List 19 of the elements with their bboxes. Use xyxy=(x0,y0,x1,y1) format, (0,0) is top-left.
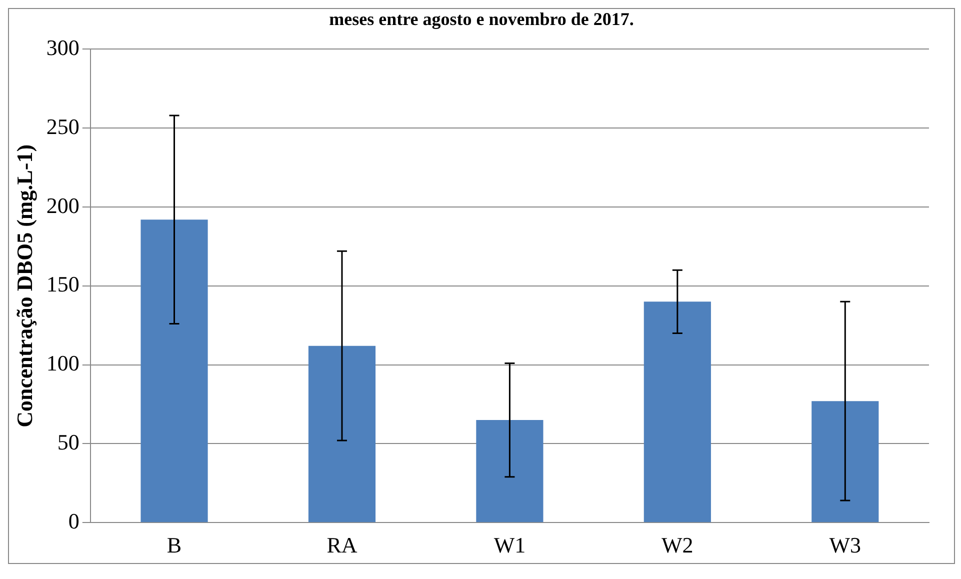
x-tick-label: W3 xyxy=(829,532,862,558)
y-tick-label: 100 xyxy=(46,350,80,376)
y-tick-label: 300 xyxy=(46,34,80,60)
y-tick-label: 250 xyxy=(46,114,80,139)
chart-title: meses entre agosto e novembro de 2017. xyxy=(328,9,635,31)
x-tick-label: B xyxy=(166,532,182,558)
y-tick-label: 150 xyxy=(46,272,80,297)
x-tick-label: W1 xyxy=(494,532,526,558)
bar xyxy=(644,302,711,522)
y-axis-title: Concentração DBO5 (mg.L-1) xyxy=(12,144,37,428)
y-tick-label: 0 xyxy=(68,508,80,534)
x-tick-label: RA xyxy=(326,532,358,558)
y-tick-label: 50 xyxy=(57,429,80,454)
bar xyxy=(812,401,879,522)
y-tick-label: 200 xyxy=(46,192,80,218)
bar xyxy=(476,420,544,522)
bar xyxy=(308,346,376,522)
bar xyxy=(140,220,208,522)
x-tick-label: W2 xyxy=(662,532,694,558)
